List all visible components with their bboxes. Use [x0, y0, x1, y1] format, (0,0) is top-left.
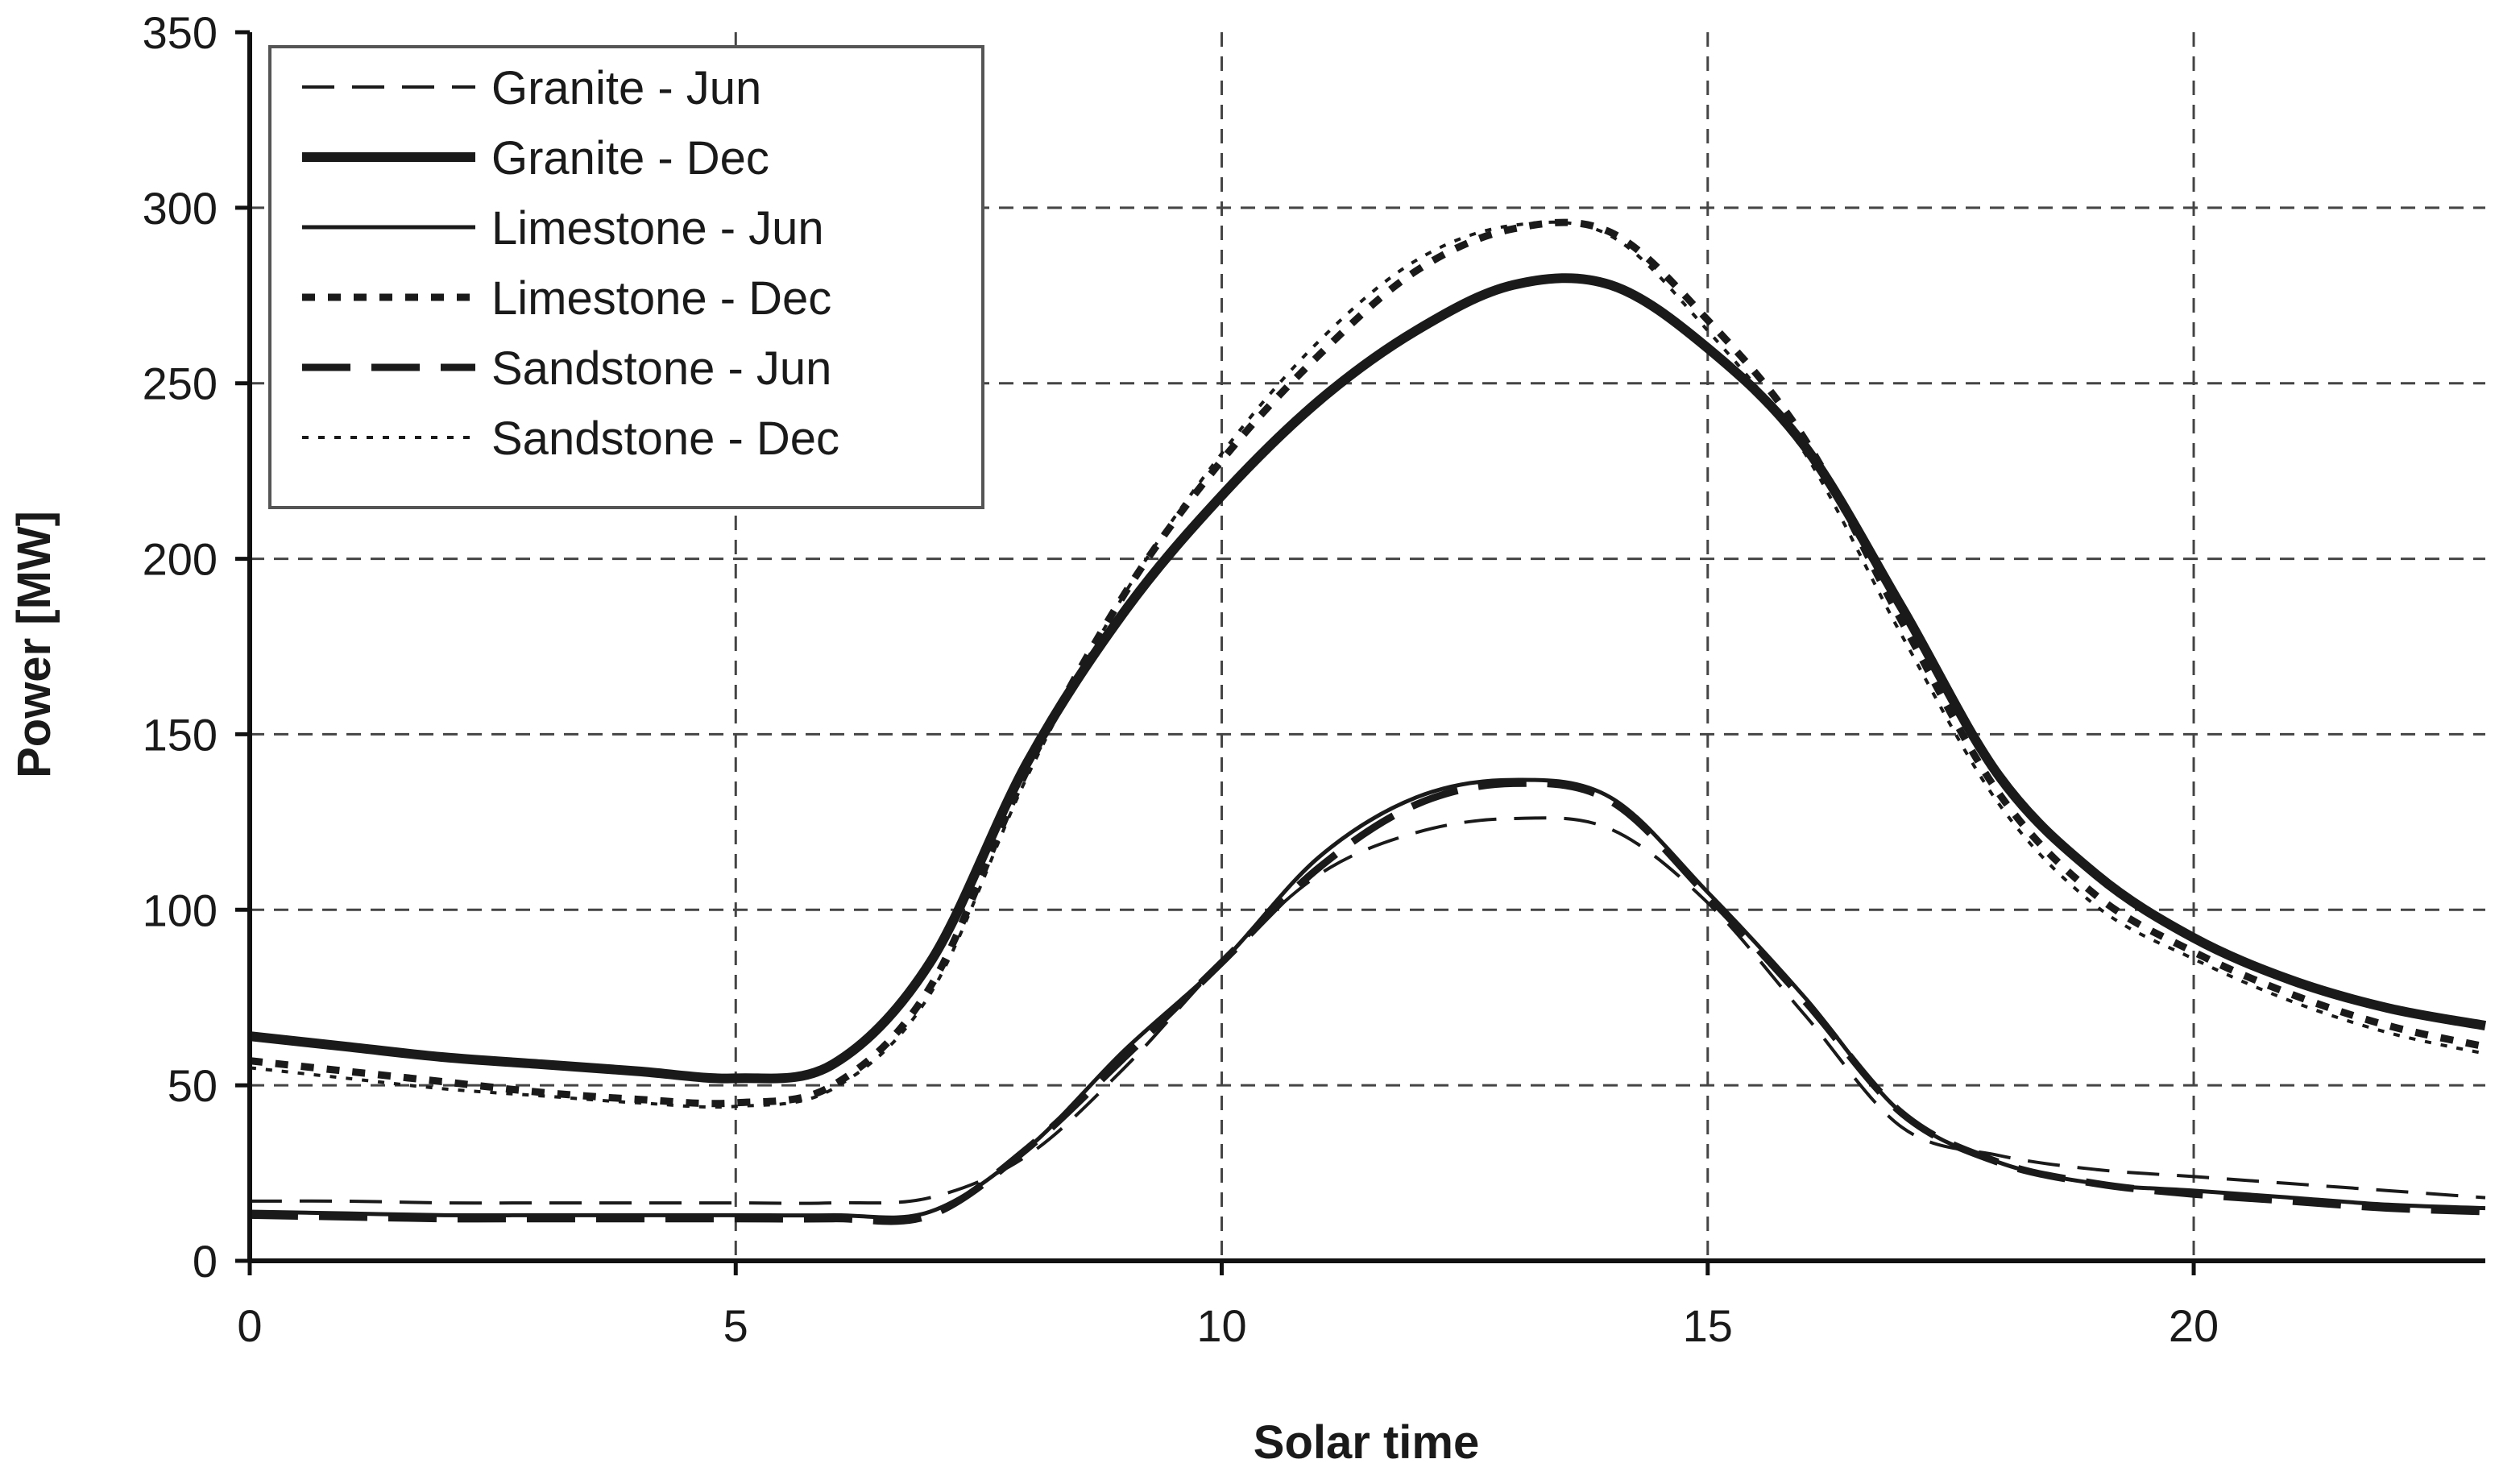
y-tick-label-0: 0 — [193, 1236, 218, 1287]
legend-label-0: Granite - Jun — [491, 62, 761, 114]
ticks-layer: 0 50 100 150 200 250 300 350 0 5 10 15 20 — [143, 7, 2219, 1351]
legend: Granite - Jun Granite - Dec Limestone - Ju… — [268, 45, 984, 509]
series-line-limestone-dec — [249, 218, 2486, 1108]
series-line-sandstone-jun — [249, 779, 2486, 1225]
series-line-limestone-jun — [249, 777, 2486, 1220]
legend-label-4: Sandstone - Jun — [491, 342, 831, 395]
legend-label-3: Limestone - Dec — [491, 272, 831, 325]
y-tick-label-150: 150 — [143, 709, 218, 760]
y-axis-title: Power [MW] — [8, 511, 60, 778]
x-tick-label-5: 5 — [723, 1300, 748, 1351]
axes-layer — [247, 32, 2485, 1263]
legend-label-2: Limestone - Jun — [491, 202, 824, 255]
x-tick-label-0: 0 — [237, 1300, 262, 1351]
series-line-granite-jun — [249, 816, 2486, 1205]
legend-box — [268, 45, 984, 509]
y-tick-label-50: 50 — [168, 1060, 218, 1111]
legend-label-1: Granite - Dec — [491, 132, 769, 184]
y-tick-label-350: 350 — [143, 7, 218, 58]
y-tick-label-250: 250 — [143, 359, 218, 409]
series-line-granite-dec — [249, 273, 2487, 1084]
x-tick-label-20: 20 — [2169, 1300, 2219, 1351]
x-axis-title: Solar time — [1254, 1416, 1479, 1469]
y-tick-label-100: 100 — [143, 885, 218, 935]
y-tick-label-200: 200 — [143, 534, 218, 585]
series-line-sandstone-dec — [249, 220, 2486, 1109]
grid-layer — [250, 32, 2485, 1261]
series-layer — [249, 218, 2487, 1225]
legend-label-5: Sandstone - Dec — [491, 412, 839, 465]
y-tick-label-300: 300 — [143, 183, 218, 234]
x-tick-label-15: 15 — [1683, 1300, 1733, 1351]
x-tick-label-10: 10 — [1196, 1300, 1246, 1351]
